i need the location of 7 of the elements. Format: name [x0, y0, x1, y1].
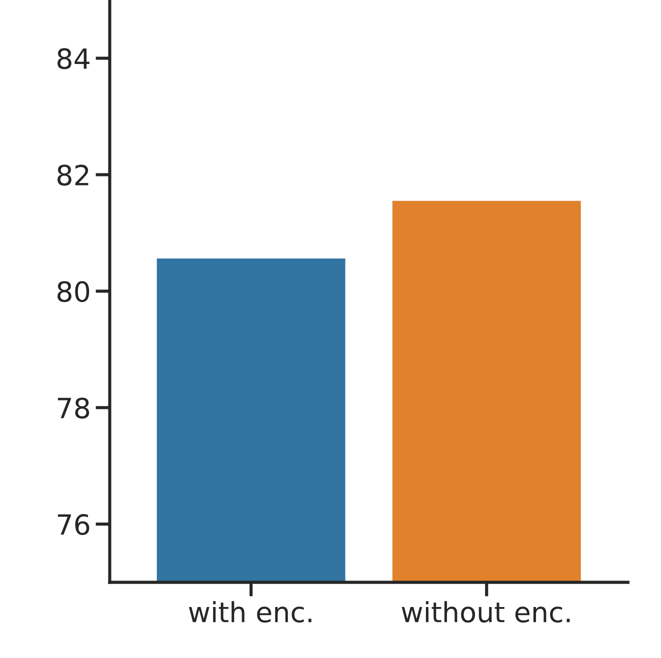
y-tick-label: 78 — [58, 398, 90, 419]
y-tick-label: 80 — [58, 281, 90, 302]
y-tick-label: 82 — [58, 164, 88, 186]
y-tick-label: 84 — [58, 48, 90, 70]
y-tick-label: 76 — [58, 514, 90, 536]
x-tick-label: without enc. — [402, 601, 570, 623]
x-tick-label: with enc. — [188, 601, 312, 623]
